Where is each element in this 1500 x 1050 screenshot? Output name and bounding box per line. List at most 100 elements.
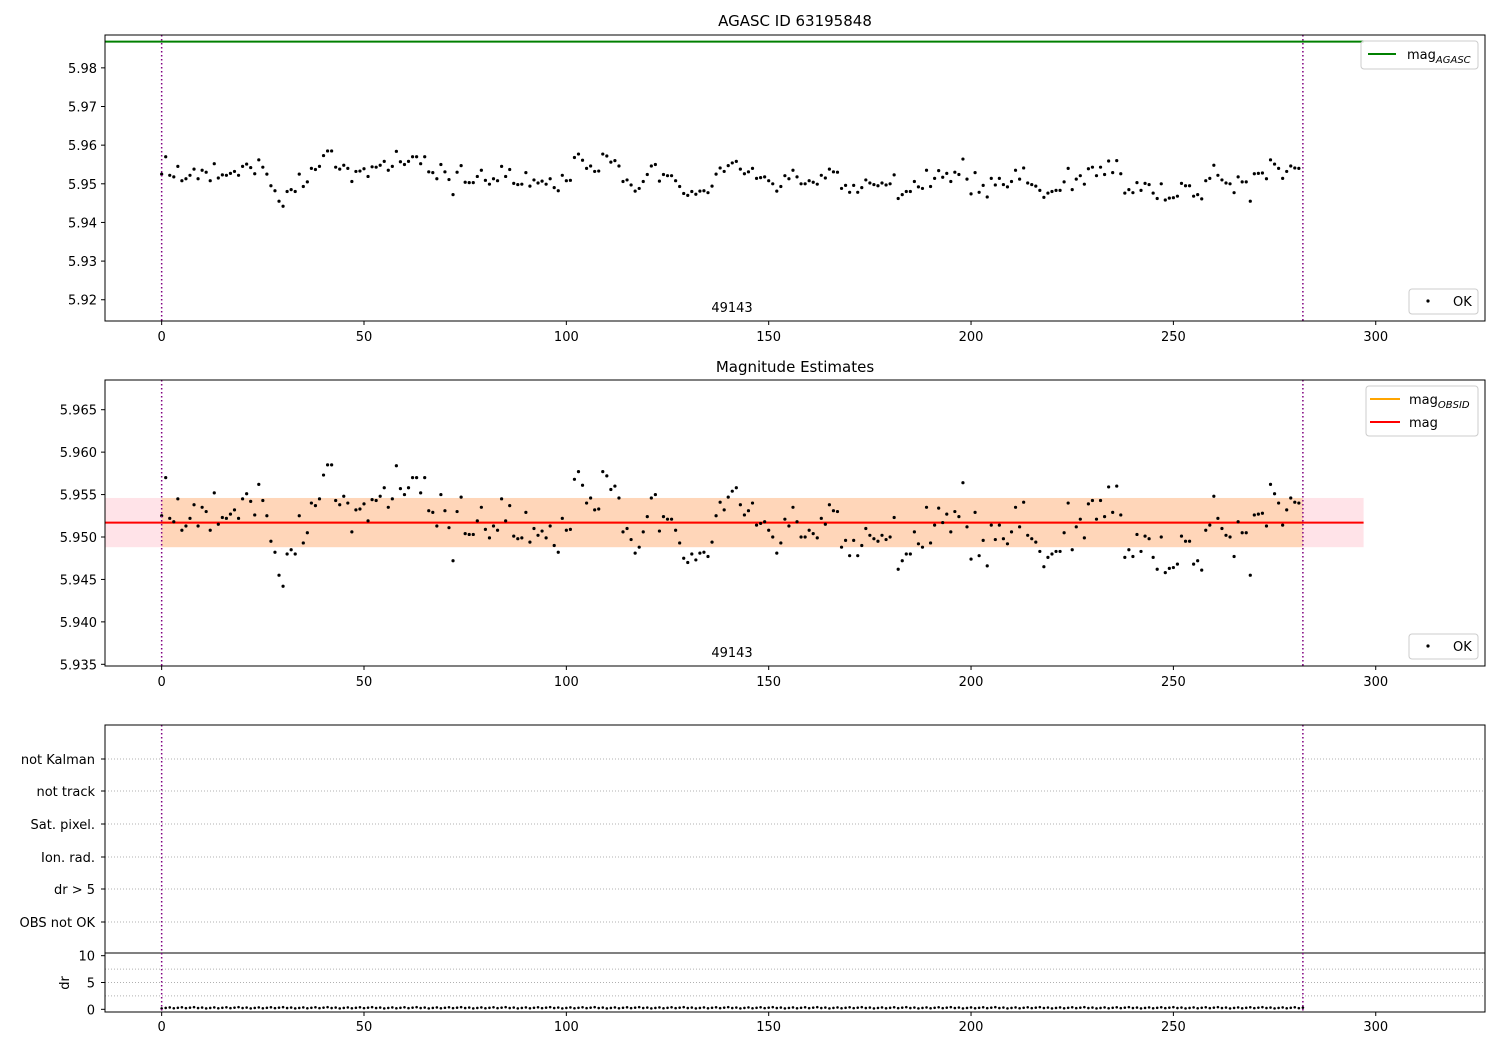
dr-point xyxy=(289,1006,293,1009)
dr-point xyxy=(496,1006,499,1010)
dr-point xyxy=(884,1006,888,1010)
dr-point xyxy=(528,1006,532,1010)
agasc-panel-points xyxy=(160,149,1301,208)
magnitude-estimates-point xyxy=(1119,513,1123,517)
agasc-point xyxy=(443,170,447,174)
agasc-point xyxy=(961,157,965,161)
agasc-point xyxy=(669,174,674,178)
dr-point xyxy=(621,1006,625,1010)
magnitude-estimates-point xyxy=(900,559,904,563)
magnitude-estimates-point xyxy=(1232,554,1236,559)
agasc-point xyxy=(1111,170,1115,175)
flag-label: OBS not OK xyxy=(20,916,96,931)
agasc-point xyxy=(706,191,710,195)
magnitude-estimates-point xyxy=(945,512,949,516)
dr-point xyxy=(229,1006,232,1010)
agasc-point xyxy=(985,195,989,199)
agasc-point xyxy=(1009,179,1014,184)
agasc-point xyxy=(1297,166,1301,170)
dr-point xyxy=(1168,1006,1171,1009)
dr-point xyxy=(933,1006,936,1010)
magnitude-estimates-point xyxy=(1244,531,1248,535)
magnitude-estimates-point xyxy=(584,501,589,505)
agasc-point xyxy=(965,177,969,181)
agasc-point xyxy=(1289,164,1293,168)
dr-point xyxy=(257,1006,261,1009)
agasc-point xyxy=(196,177,200,181)
dr-point xyxy=(840,1006,843,1010)
magnitude-estimates-point xyxy=(1260,511,1265,515)
dr-point xyxy=(791,1006,795,1009)
dr-point xyxy=(1232,1006,1236,1010)
y-tick-label: 5.95 xyxy=(68,178,97,193)
dr-point xyxy=(771,1005,775,1009)
magnitude-estimates-point xyxy=(576,470,581,474)
magnitude-estimates-panel-legend-points: OK xyxy=(1408,633,1479,660)
agasc-point xyxy=(928,184,933,189)
magnitude-estimates-point xyxy=(1297,501,1301,505)
dr-point xyxy=(767,1006,770,1009)
magnitude-estimates-point xyxy=(924,505,929,509)
agasc-point xyxy=(722,169,726,174)
magnitude-estimates-point xyxy=(224,516,229,520)
agasc-point xyxy=(742,172,747,176)
x-tick-label: 100 xyxy=(554,675,579,690)
magnitude-estimates-point xyxy=(815,536,819,540)
agasc-panel-legend-lines: magAGASC xyxy=(1360,40,1479,70)
magnitude-estimates-point xyxy=(597,507,601,511)
magnitude-estimates-point xyxy=(1094,517,1099,521)
magnitude-estimates-point xyxy=(1135,532,1139,537)
flag-label: Sat. pixel. xyxy=(31,818,95,833)
agasc-point xyxy=(1264,177,1269,181)
magnitude-estimates-point xyxy=(443,509,447,513)
agasc-point xyxy=(382,159,386,163)
magnitude-estimates-point xyxy=(933,523,937,527)
dr-point xyxy=(892,1005,896,1009)
magnitude-estimates-point xyxy=(1204,528,1208,532)
magnitude-estimates-point xyxy=(257,482,261,486)
dr-point xyxy=(532,1006,536,1010)
agasc-point xyxy=(807,179,811,183)
dr-point xyxy=(314,1005,317,1009)
agasc-point xyxy=(410,155,415,159)
magnitude-estimates-point xyxy=(661,515,666,519)
magnitude-estimates-point xyxy=(220,515,224,520)
dr-point xyxy=(613,1006,617,1009)
agasc-point xyxy=(435,177,439,181)
magnitude-estimates-point xyxy=(860,543,864,548)
dr-point xyxy=(476,1006,479,1010)
y-tick-label: 5.98 xyxy=(68,62,97,77)
agasc-point xyxy=(1066,166,1070,170)
magnitude-estimates-point xyxy=(1281,523,1285,527)
magnitude-estimates-point xyxy=(856,554,860,558)
magnitude-estimates-point xyxy=(1078,517,1082,521)
agasc-panel-obsid-label: 49143 xyxy=(711,301,752,316)
dr-point xyxy=(718,1006,722,1010)
dr-point xyxy=(411,1006,414,1009)
x-tick-label: 200 xyxy=(959,1020,984,1035)
dr-point xyxy=(233,1006,236,1009)
magnitude-estimates-point xyxy=(236,516,241,520)
magnitude-estimates-point xyxy=(1151,555,1155,559)
dr-point xyxy=(245,1006,248,1009)
magnitude-estimates-point xyxy=(419,491,423,495)
magnitude-estimates-point xyxy=(321,473,326,477)
magnitude-estimates-point xyxy=(564,528,568,532)
agasc-point xyxy=(1094,174,1099,178)
dr-point xyxy=(378,1006,382,1009)
legend-ok-label-2: OK xyxy=(1453,640,1472,655)
magnitude-estimates-point xyxy=(435,524,439,528)
magnitude-estimates-point xyxy=(1200,568,1204,572)
magnitude-estimates-point xyxy=(305,531,309,535)
magnitude-estimates-point xyxy=(690,552,694,556)
dr-point xyxy=(670,1005,673,1009)
magnitude-estimates-point xyxy=(479,505,483,509)
agasc-point xyxy=(957,172,961,177)
magnitude-estimates-point xyxy=(273,550,277,554)
magnitude-estimates-point xyxy=(467,532,471,537)
agasc-point xyxy=(827,167,831,171)
dr-point xyxy=(1257,1006,1260,1009)
agasc-point xyxy=(738,167,742,171)
dr-point xyxy=(722,1006,726,1009)
agasc-point xyxy=(1074,177,1078,181)
